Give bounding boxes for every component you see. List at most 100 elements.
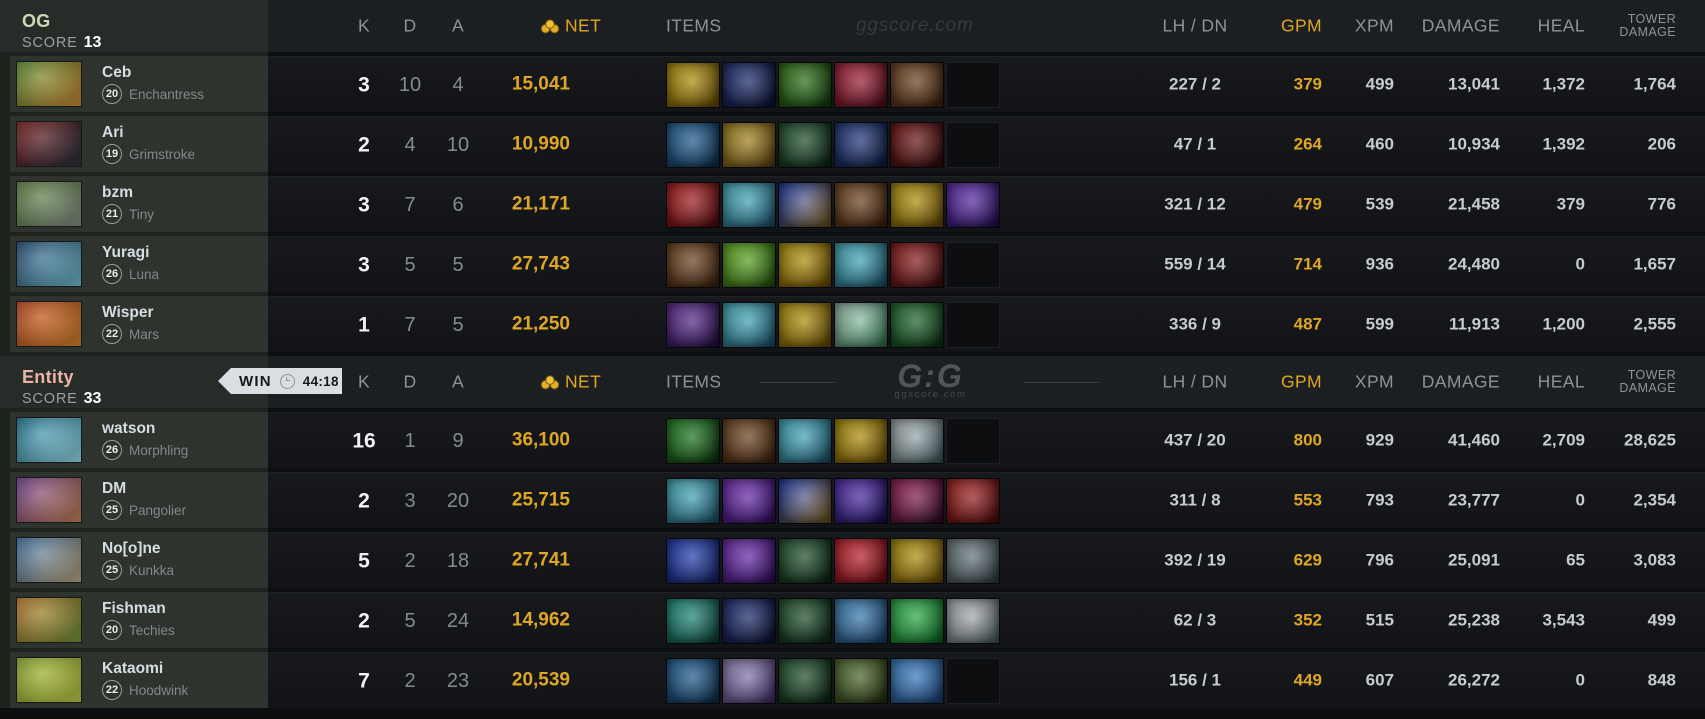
damage-value: 25,238	[1448, 610, 1500, 630]
item-icon	[890, 302, 944, 348]
kills-value: 1	[358, 312, 370, 336]
player-card[interactable]: Wisper 22 Mars	[10, 296, 268, 352]
gg-logo-text: G:G	[897, 358, 964, 394]
player-card[interactable]: No[o]ne 25 Kunkka	[10, 532, 268, 588]
level-badge: 26	[102, 264, 122, 284]
item-icon	[834, 478, 888, 524]
deaths-value: 5	[404, 253, 416, 276]
stats-header-og: K D A NET ITEMS ggscore.com LH / DN GPM …	[268, 0, 1705, 52]
assists-value: 5	[452, 313, 464, 336]
hero-portrait	[16, 241, 82, 287]
item-icon	[890, 478, 944, 524]
player-card[interactable]: watson 26 Morphling	[10, 412, 268, 468]
tower-damage-value: 776	[1647, 194, 1676, 214]
lasthits-denies-value: 47 / 1	[1173, 134, 1217, 154]
items-list	[666, 538, 1002, 584]
player-name: bzm	[102, 184, 133, 201]
win-label: WIN	[239, 372, 272, 390]
heal-value: 379	[1556, 194, 1585, 214]
team-name-og[interactable]: OG	[22, 11, 51, 31]
hero-portrait	[16, 121, 82, 167]
heal-value: 0	[1575, 254, 1585, 274]
tower-damage-value: 3,083	[1633, 550, 1676, 570]
deaths-value: 7	[404, 193, 416, 216]
xpm-value: 515	[1365, 610, 1394, 630]
tower-damage-value: 206	[1647, 134, 1676, 154]
assists-value: 18	[446, 549, 470, 572]
hero-portrait	[16, 61, 82, 107]
player-card[interactable]: Kataomi 22 Hoodwink	[10, 652, 268, 708]
item-icon	[666, 658, 720, 704]
player-stat-row: 16 1 9 36,100 437 / 20 800 929 41,460 2,…	[268, 412, 1705, 468]
player-meta: 25 Kunkka	[102, 560, 174, 580]
players-list-og: Ceb 20 Enchantress Ari 19 Grimstroke bzm…	[0, 56, 268, 352]
heal-value: 1,200	[1542, 314, 1585, 334]
player-card[interactable]: Ari 19 Grimstroke	[10, 116, 268, 172]
item-icon	[834, 418, 888, 464]
player-card[interactable]: DM 25 Pangolier	[10, 472, 268, 528]
column-header-lh-dn: LH / DN	[1162, 15, 1228, 36]
items-list	[666, 598, 1002, 644]
column-header-tower-damage: TOWER DAMAGE	[1556, 369, 1676, 395]
item-icon	[722, 598, 776, 644]
hero-name: Pangolier	[129, 502, 187, 518]
kills-value: 2	[358, 132, 370, 156]
item-icon	[778, 62, 832, 108]
player-meta: 25 Pangolier	[102, 500, 186, 520]
deaths-value: 7	[404, 313, 416, 336]
net-worth-value: 36,100	[511, 429, 570, 451]
hero-portrait	[16, 537, 82, 583]
lasthits-denies-value: 321 / 12	[1164, 194, 1226, 214]
item-icon	[666, 62, 720, 108]
damage-value: 24,480	[1448, 254, 1500, 274]
item-icon	[946, 538, 1000, 584]
team-section-entity: Entity SCORE 33 watson 26 Morphling DM 25…	[0, 356, 268, 708]
player-card[interactable]: bzm 21 Tiny	[10, 176, 268, 232]
level-badge: 19	[102, 144, 122, 164]
assists-value: 23	[446, 669, 470, 692]
team-name-entity[interactable]: Entity	[22, 367, 74, 387]
gpm-value: 449	[1293, 670, 1322, 690]
player-stat-row: 7 2 23 20,539 156 / 1 449 607 26,272 0 8…	[268, 652, 1705, 708]
column-header-gpm: GPM	[1280, 15, 1322, 36]
damage-value: 26,272	[1448, 670, 1500, 690]
xpm-value: 936	[1365, 254, 1394, 274]
hero-name: Mars	[129, 326, 159, 342]
item-icon	[834, 122, 888, 168]
assists-value: 20	[446, 489, 470, 512]
item-icon	[722, 538, 776, 584]
deaths-value: 5	[404, 609, 416, 632]
item-icon	[666, 182, 720, 228]
lasthits-denies-value: 559 / 14	[1164, 254, 1226, 274]
item-icon	[834, 658, 888, 704]
damage-value: 41,460	[1448, 430, 1500, 450]
net-worth-value: 21,250	[511, 313, 570, 335]
column-header-gpm: GPM	[1280, 371, 1322, 392]
score-label: SCORE	[22, 35, 78, 51]
team-section-og: OG SCORE 13 Ceb 20 Enchantress Ari 19 Gri…	[0, 0, 268, 352]
damage-value: 11,913	[1448, 314, 1500, 334]
hero-name: Tiny	[129, 206, 155, 222]
kills-value: 3	[358, 72, 370, 96]
player-card[interactable]: Ceb 20 Enchantress	[10, 56, 268, 112]
player-stat-row: 2 3 20 25,715 311 / 8 553 793 23,777 0 2…	[268, 472, 1705, 528]
item-icon	[722, 242, 776, 288]
player-meta: 19 Grimstroke	[102, 144, 195, 164]
level-badge: 22	[102, 324, 122, 344]
empty-item-slot	[946, 418, 1000, 464]
player-meta: 26 Luna	[102, 264, 159, 284]
items-list	[666, 122, 1002, 168]
item-icon	[666, 418, 720, 464]
player-card[interactable]: Fishman 20 Techies	[10, 592, 268, 648]
kills-value: 3	[358, 252, 370, 276]
item-icon	[778, 182, 832, 228]
player-card[interactable]: Yuragi 26 Luna	[10, 236, 268, 292]
player-meta: 20 Enchantress	[102, 84, 204, 104]
hero-name: Luna	[129, 266, 160, 282]
item-icon	[666, 538, 720, 584]
player-name: Yuragi	[102, 244, 150, 261]
item-icon	[778, 538, 832, 584]
item-icon	[834, 538, 888, 584]
column-header-lh-dn: LH / DN	[1162, 371, 1228, 392]
match-result-badge: WIN 44:18	[218, 368, 342, 394]
